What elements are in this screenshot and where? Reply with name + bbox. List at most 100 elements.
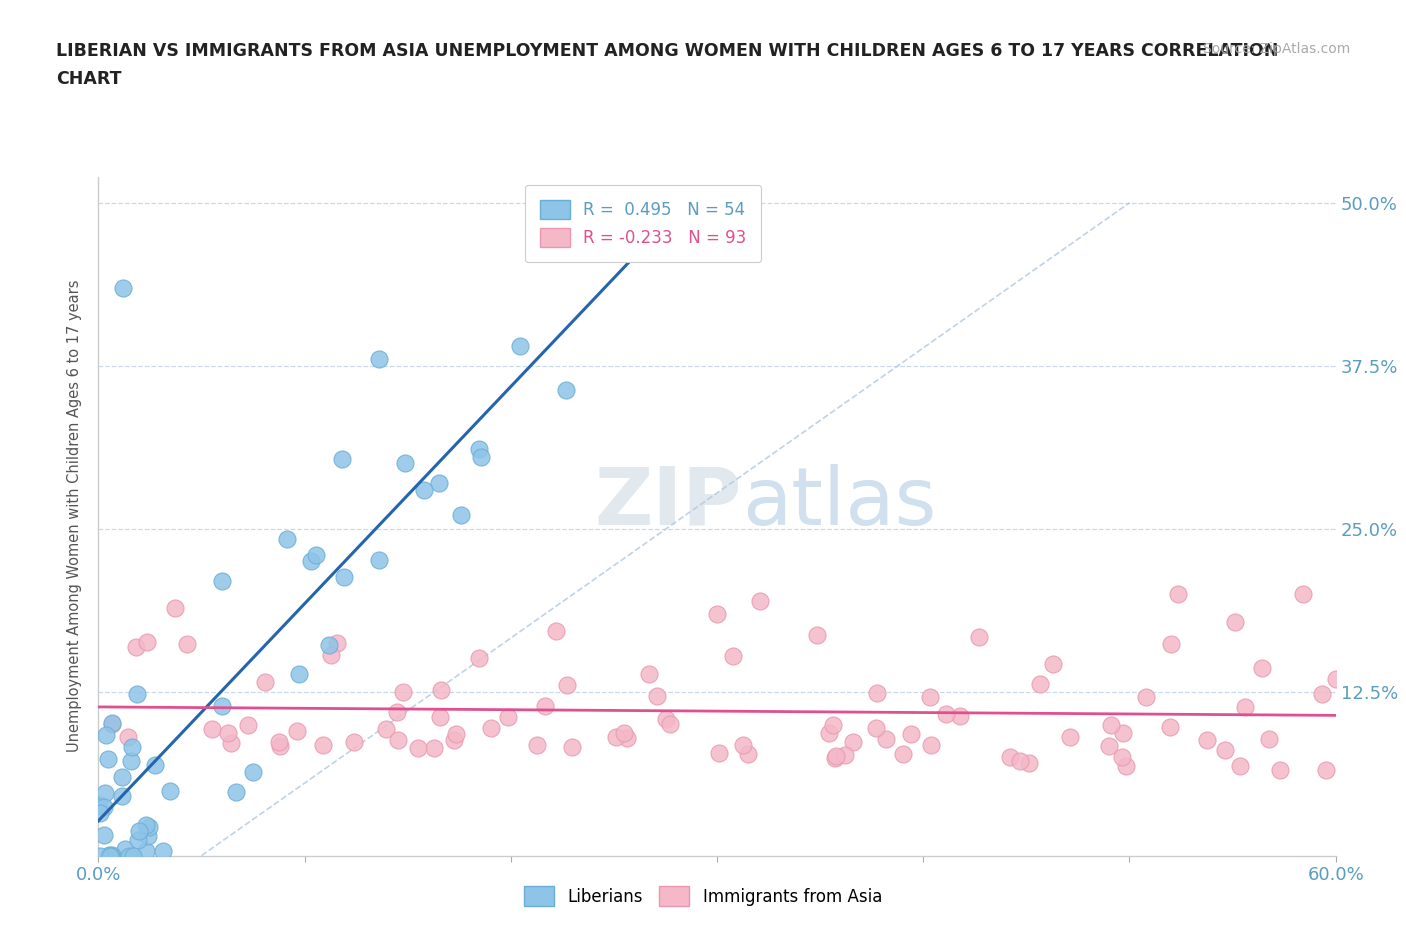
Point xyxy=(217,725,239,740)
Point xyxy=(125,687,148,702)
Point xyxy=(659,717,682,732)
Point xyxy=(305,547,328,562)
Point xyxy=(613,725,636,740)
Point xyxy=(1042,657,1064,671)
Point xyxy=(325,635,347,650)
Point xyxy=(555,383,578,398)
Point xyxy=(1099,717,1122,732)
Point xyxy=(1324,671,1347,686)
Point xyxy=(120,753,142,768)
Point xyxy=(176,636,198,651)
Point xyxy=(1167,587,1189,602)
Point xyxy=(100,717,122,732)
Point xyxy=(201,722,224,737)
Point xyxy=(891,747,914,762)
Point xyxy=(93,828,115,843)
Point xyxy=(269,739,291,754)
Point xyxy=(645,688,668,703)
Point xyxy=(121,740,143,755)
Point xyxy=(367,552,389,567)
Point xyxy=(866,686,889,701)
Point xyxy=(318,638,340,653)
Point xyxy=(655,711,678,726)
Point xyxy=(429,710,451,724)
Point xyxy=(127,833,149,848)
Point xyxy=(533,698,555,713)
Point xyxy=(1159,720,1181,735)
Point xyxy=(114,842,136,857)
Point xyxy=(731,738,754,753)
Point xyxy=(368,352,391,366)
Point xyxy=(312,737,335,752)
Point xyxy=(1029,676,1052,691)
Point xyxy=(875,731,897,746)
Point xyxy=(468,442,491,457)
Point xyxy=(98,848,121,863)
Point xyxy=(319,647,342,662)
Point xyxy=(1098,738,1121,753)
Point xyxy=(97,847,120,862)
Point xyxy=(900,726,922,741)
Point xyxy=(723,648,745,663)
Point xyxy=(749,593,772,608)
Point xyxy=(299,553,322,568)
Point xyxy=(1251,661,1274,676)
Point xyxy=(1229,758,1251,773)
Point xyxy=(413,483,436,498)
Point xyxy=(159,783,181,798)
Y-axis label: Unemployment Among Women with Children Ages 6 to 17 years: Unemployment Among Women with Children A… xyxy=(67,280,83,752)
Point xyxy=(408,741,430,756)
Point xyxy=(111,769,134,784)
Point xyxy=(544,624,567,639)
Point xyxy=(865,721,887,736)
Point xyxy=(1292,587,1315,602)
Point xyxy=(285,724,308,738)
Point xyxy=(236,717,259,732)
Point xyxy=(101,848,124,863)
Point xyxy=(446,726,468,741)
Point xyxy=(509,339,531,353)
Point xyxy=(89,797,111,812)
Point xyxy=(89,805,111,820)
Point xyxy=(1270,763,1292,777)
Point xyxy=(219,736,242,751)
Point xyxy=(118,848,141,863)
Point xyxy=(479,721,502,736)
Point xyxy=(125,640,148,655)
Point xyxy=(330,451,353,466)
Point xyxy=(94,786,117,801)
Point xyxy=(443,733,465,748)
Point xyxy=(394,456,416,471)
Point xyxy=(135,844,157,858)
Point xyxy=(211,574,233,589)
Point xyxy=(1160,637,1182,652)
Point xyxy=(1018,756,1040,771)
Point xyxy=(561,739,583,754)
Point xyxy=(1213,743,1236,758)
Point xyxy=(117,730,139,745)
Point xyxy=(1233,699,1256,714)
Point xyxy=(920,690,942,705)
Point xyxy=(122,848,145,863)
Point xyxy=(616,731,638,746)
Point xyxy=(526,737,548,752)
Point xyxy=(111,789,134,804)
Point xyxy=(101,715,124,730)
Point xyxy=(450,508,472,523)
Point xyxy=(1195,732,1218,747)
Point xyxy=(287,666,309,681)
Point xyxy=(824,751,846,765)
Point xyxy=(1258,732,1281,747)
Point xyxy=(468,650,491,665)
Point xyxy=(136,634,159,649)
Text: ZIP: ZIP xyxy=(595,463,742,541)
Point xyxy=(821,718,844,733)
Point xyxy=(1135,689,1157,704)
Point xyxy=(225,784,247,799)
Point xyxy=(1115,759,1137,774)
Point xyxy=(969,630,991,644)
Point xyxy=(637,667,659,682)
Point xyxy=(332,570,354,585)
Point xyxy=(818,725,841,740)
Legend: R =  0.495   N = 54, R = -0.233   N = 93: R = 0.495 N = 54, R = -0.233 N = 93 xyxy=(524,185,761,262)
